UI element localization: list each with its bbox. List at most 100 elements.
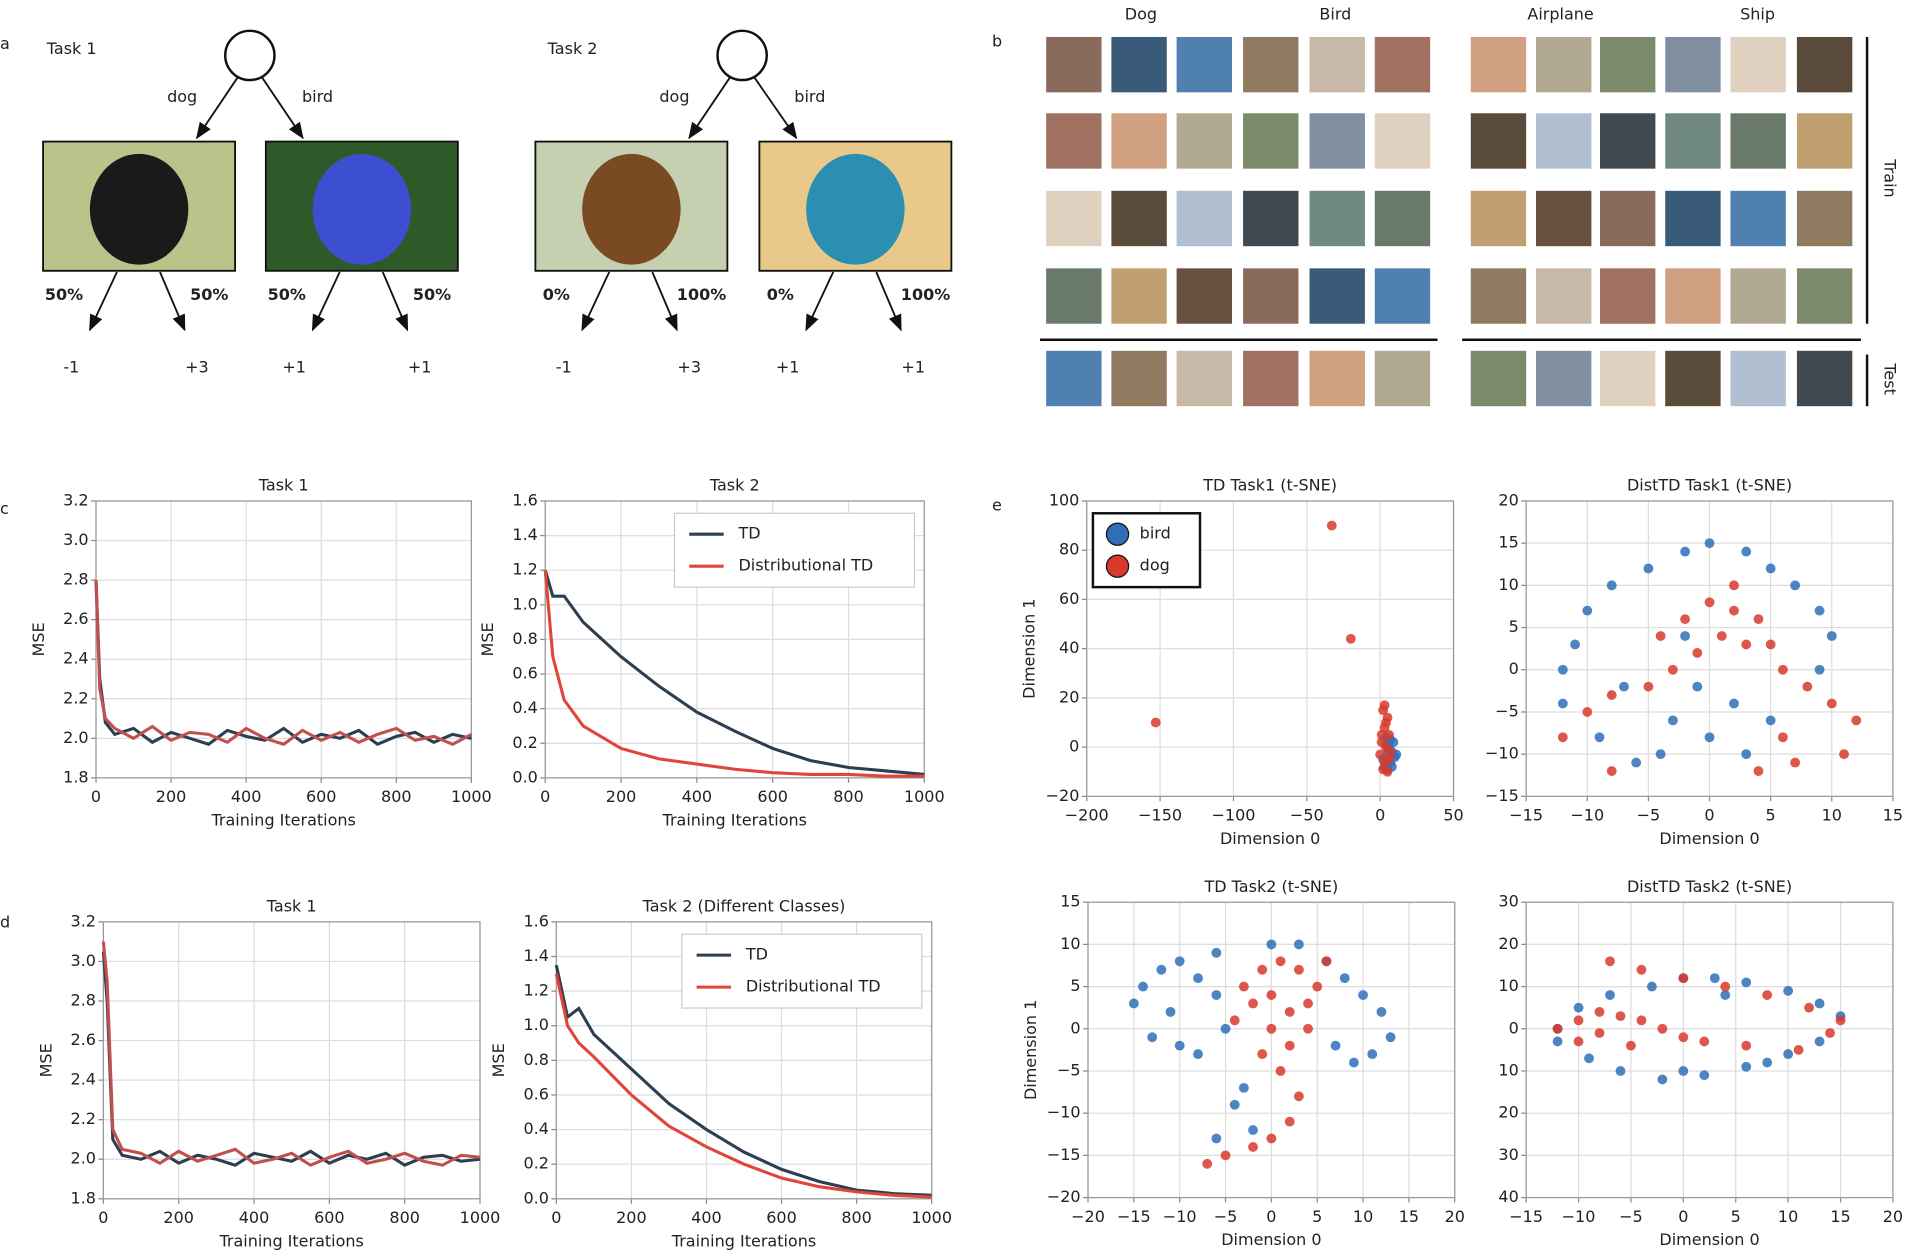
scatter-point — [1266, 1023, 1277, 1034]
y-tick-label: 1.2 — [523, 981, 548, 1000]
scatter-point — [1582, 707, 1593, 717]
y-tick-label: −10 — [1047, 1103, 1081, 1122]
y-tick-label: 1.6 — [512, 490, 537, 509]
arrow — [688, 77, 731, 140]
x-tick-label: −20 — [1071, 1207, 1105, 1226]
legend-label: dog — [1140, 556, 1170, 575]
y-tick-label: 10 — [1498, 575, 1518, 594]
scatter-point — [1720, 990, 1731, 1000]
legend-label: Distributional TD — [738, 556, 873, 575]
sample-image — [1730, 350, 1786, 407]
scatter-point — [1303, 998, 1313, 1009]
scatter-point — [1741, 749, 1752, 760]
x-tick-label: −15 — [1509, 806, 1543, 825]
scatter-point — [1257, 964, 1268, 975]
plot-frame — [544, 500, 925, 779]
scatter-point — [1379, 700, 1390, 711]
scatter-point — [1704, 538, 1715, 549]
x-tick-label: −5 — [1619, 1207, 1643, 1226]
sample-image — [1470, 268, 1527, 324]
scatter-point — [1375, 749, 1386, 760]
sample-image — [1600, 113, 1656, 169]
sample-image — [1536, 113, 1592, 169]
scatter-point — [1312, 981, 1323, 992]
legend-label: TD — [745, 945, 768, 964]
scatter-point — [1557, 698, 1568, 709]
y-tick-label: 0.6 — [512, 664, 537, 683]
scatter-point — [1376, 729, 1387, 740]
sample-image — [1243, 190, 1299, 247]
scatter-point — [1248, 1142, 1258, 1152]
scatter-point — [1348, 1057, 1359, 1068]
scatter-point — [1699, 1070, 1710, 1081]
scatter-point — [1174, 956, 1185, 967]
scatter-point — [1851, 715, 1862, 726]
split-label: Test — [1881, 362, 1900, 395]
y-axis-label: Dimension 1 — [1021, 1000, 1040, 1100]
sample-image — [1309, 190, 1365, 247]
y-tick-label: 1.6 — [523, 911, 548, 930]
scatter-point — [1266, 939, 1277, 950]
sample-image — [1374, 36, 1431, 93]
x-tick-label: 15 — [1830, 1207, 1850, 1226]
arrow — [195, 77, 239, 140]
x-axis-label: Dimension 0 — [1659, 829, 1759, 848]
probability: 100% — [677, 285, 726, 304]
scatter-point — [1825, 1028, 1835, 1038]
sample-image — [1730, 113, 1786, 169]
y-tick-label: 2.6 — [63, 609, 88, 628]
scatter-point — [1783, 1049, 1794, 1060]
x-tick-label: 10 — [1353, 1207, 1373, 1226]
y-axis-label: MSE — [36, 1043, 55, 1077]
y-tick-label: 30 — [1498, 1145, 1518, 1164]
x-tick-label: 15 — [1883, 806, 1903, 825]
plot-frame — [1086, 500, 1455, 797]
scatter-point — [1826, 698, 1837, 709]
scatter-point — [1321, 956, 1332, 967]
chart-title: Task 1 — [258, 476, 309, 495]
scatter-point — [1284, 1040, 1295, 1051]
scatter-point — [1657, 1074, 1668, 1085]
probability: 50% — [190, 285, 228, 304]
scatter-point — [1741, 639, 1752, 650]
sample-image — [1730, 268, 1786, 324]
scatter-point — [1765, 715, 1776, 726]
scatter-point — [1606, 580, 1617, 591]
scatter-point — [1339, 973, 1350, 984]
scatter-point — [1381, 717, 1391, 728]
scatter-point — [1762, 1057, 1773, 1068]
sample-image — [1243, 113, 1299, 169]
y-tick-label: 1.8 — [63, 767, 88, 786]
y-tick-label: 2.2 — [63, 688, 88, 707]
x-tick-label: 1000 — [904, 787, 945, 806]
y-tick-label: 1.4 — [523, 946, 548, 965]
x-tick-label: 5 — [1766, 806, 1776, 825]
sample-image — [1600, 36, 1656, 93]
split-label: Train — [1881, 158, 1900, 197]
y-tick-label: 0.2 — [523, 1154, 548, 1173]
x-tick-label: −200 — [1065, 806, 1109, 825]
sample-image — [1374, 113, 1431, 169]
scatter-point — [1238, 1082, 1249, 1093]
arrow — [805, 271, 835, 332]
scatter-point — [1655, 749, 1666, 760]
scatter-point — [1293, 939, 1304, 950]
x-tick-label: 20 — [1883, 1207, 1903, 1226]
sample-image — [1176, 36, 1232, 93]
chart-title: Task 2 (Different Classes) — [642, 897, 846, 916]
reward: +1 — [776, 358, 800, 377]
sample-image — [1309, 350, 1365, 407]
sample-image — [1046, 113, 1102, 169]
x-tick-label: 400 — [682, 787, 713, 806]
reward: +3 — [185, 358, 209, 377]
arrow — [581, 271, 611, 332]
x-tick-label: 50 — [1443, 806, 1463, 825]
scatter-point — [1557, 732, 1568, 743]
scatter-point — [1248, 998, 1258, 1009]
scatter-point — [1643, 563, 1654, 574]
scatter-point — [1293, 964, 1304, 975]
x-tick-label: 0 — [1704, 806, 1714, 825]
root-node — [716, 29, 768, 82]
y-axis-label: MSE — [489, 1043, 508, 1077]
x-tick-label: 5 — [1731, 1207, 1741, 1226]
